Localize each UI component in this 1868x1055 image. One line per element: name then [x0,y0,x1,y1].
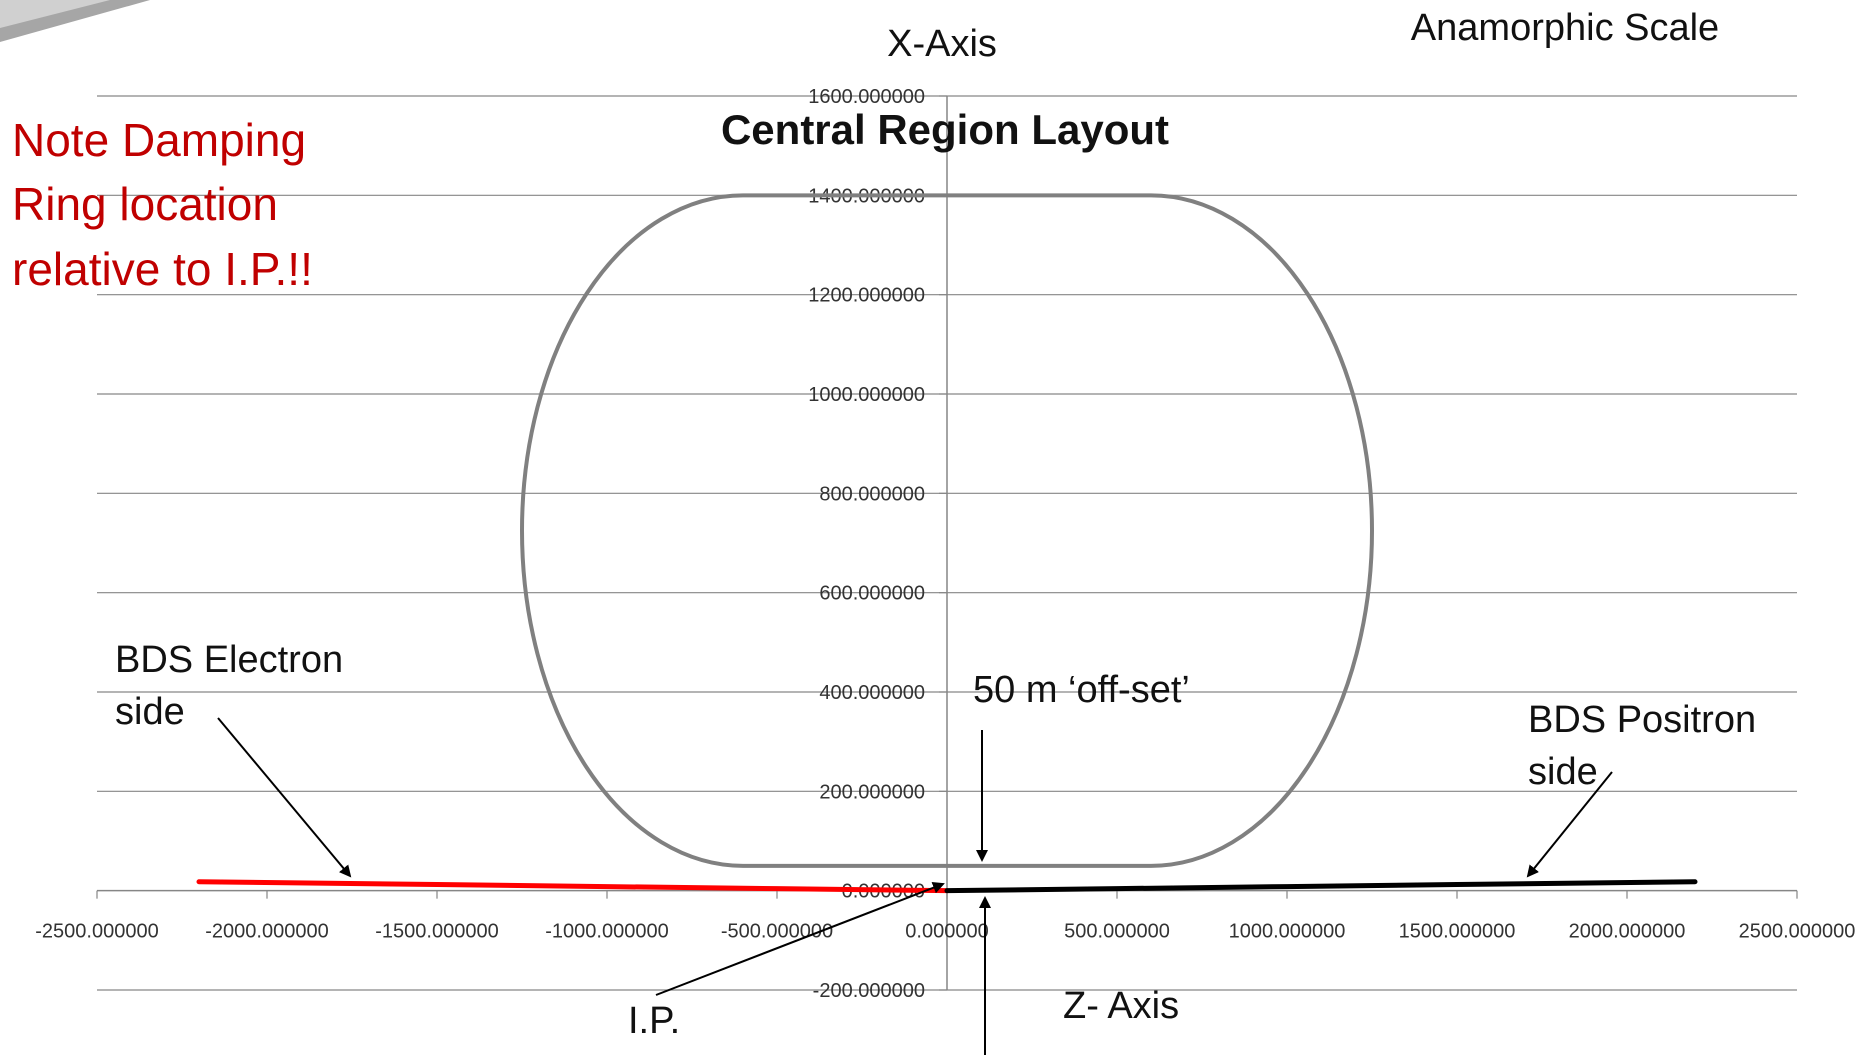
corner-decoration-highlight [0,0,110,28]
bds-electron-series [196,879,950,894]
positron-side-label-line-2: side [1528,751,1598,793]
y-tick-label-4: 600.000000 [819,583,925,605]
x-tick-label-6: 500.000000 [1064,921,1170,943]
damping-ring-series [520,193,1374,868]
positron-arrow [1526,771,1613,878]
offset-label: 50 m ‘off-set’ [973,669,1190,711]
positron-side-label-line-1: BDS Positron [1528,699,1756,741]
tick-labels: -2500.000000 -2000.000000 -1500.000000 -100… [35,86,1855,1002]
x-tick-label-0: -2500.000000 [35,921,158,943]
axes [96,95,1798,991]
y-tick-label-5: 800.000000 [819,483,925,505]
y-tick-label-6: 1000.000000 [808,384,925,406]
electron-arrow [217,717,352,878]
damping-ring-note-line-2: Ring location [12,178,278,230]
x-tick-label-2: -1500.000000 [375,921,498,943]
damping-ring-note-line-3: relative to I.P.!! [12,243,313,295]
x-tick-label-3: -1000.000000 [545,921,668,943]
damping-ring-note-line-1: Note Damping [12,114,306,166]
ip-label: I.P. [628,1000,680,1042]
bds-positron-series [944,879,1698,894]
x-tick-label-7: 1000.000000 [1229,921,1346,943]
ip-pointer-line [655,882,945,996]
x-tick-label-10: 2500.000000 [1739,921,1856,943]
x-tick-label-1: -2000.000000 [205,921,328,943]
electron-side-label-line-1: BDS Electron [115,639,343,681]
y-tick-label-3: 400.000000 [819,682,925,704]
x-tick-label-4: -500.000000 [721,921,833,943]
y-tick-label-2: 200.000000 [819,781,925,803]
x-tick-label-5: 0.000000 [905,921,988,943]
x-tick-label-9: 2000.000000 [1569,921,1686,943]
x-axis-label: X-Axis [887,23,997,65]
z-axis-label: Z- Axis [1063,985,1179,1027]
x-tick-label-8: 1500.000000 [1399,921,1516,943]
series-layer [196,193,1698,894]
anamorphic-scale-label: Anamorphic Scale [1411,7,1719,49]
y-tick-label-7: 1200.000000 [808,285,925,307]
chart-title: Central Region Layout [721,106,1169,153]
y-tick-label-0: -200.000000 [813,980,925,1002]
electron-side-label-line-2: side [115,691,185,733]
y-tick-label-9: 1600.000000 [808,86,925,108]
